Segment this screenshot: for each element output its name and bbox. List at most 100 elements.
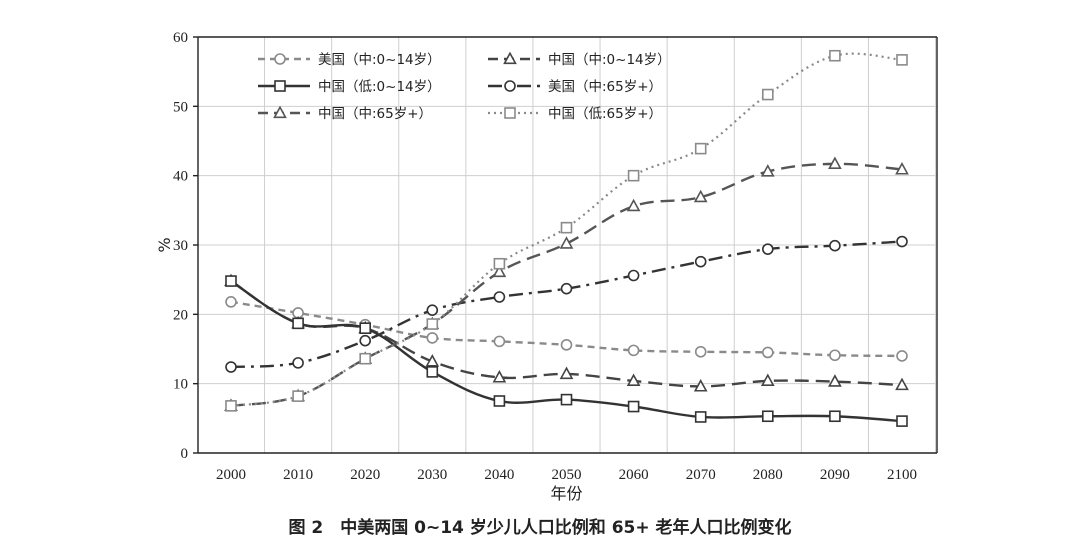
series-point bbox=[761, 346, 774, 359]
series-point bbox=[896, 54, 908, 66]
y-tick-label: 30 bbox=[173, 238, 188, 254]
legend-label: 中国（低:65岁+） bbox=[548, 106, 662, 122]
series-point bbox=[896, 415, 908, 427]
legend-item: 中国（中:0~14岁） bbox=[488, 51, 671, 68]
series-6 bbox=[225, 49, 908, 412]
series-point bbox=[560, 282, 573, 295]
x-tick-label: 2060 bbox=[619, 467, 649, 483]
series-layer bbox=[224, 49, 909, 427]
legend-marker bbox=[504, 107, 516, 119]
series-point bbox=[694, 142, 707, 155]
series-point bbox=[761, 410, 774, 423]
series-point bbox=[828, 374, 842, 387]
series-point bbox=[627, 344, 640, 357]
series-point bbox=[760, 164, 775, 177]
x-tick-label: 2070 bbox=[686, 467, 716, 483]
series-point bbox=[493, 395, 506, 407]
series-point bbox=[225, 361, 237, 373]
series-point bbox=[426, 366, 439, 378]
series-point bbox=[225, 400, 237, 412]
series-point bbox=[895, 377, 909, 391]
series-point bbox=[895, 162, 909, 175]
series-point bbox=[559, 236, 574, 249]
legend-item: 美国（中:65岁+） bbox=[488, 79, 662, 95]
series-point bbox=[627, 400, 640, 413]
x-tick-label: 2090 bbox=[820, 467, 850, 483]
x-tick-label: 2050 bbox=[552, 467, 582, 483]
series-point bbox=[359, 352, 372, 365]
series-1 bbox=[225, 296, 908, 362]
series-point bbox=[359, 322, 372, 335]
y-axis-title: % bbox=[155, 237, 174, 252]
series-point bbox=[493, 291, 506, 303]
legend-marker bbox=[503, 51, 517, 65]
series-point bbox=[426, 332, 439, 344]
x-tick-label: 2000 bbox=[216, 467, 246, 483]
legend-label: 中国（低:0~14岁） bbox=[318, 79, 441, 95]
series-point bbox=[626, 198, 641, 212]
series-point bbox=[693, 379, 708, 392]
y-tick-label: 60 bbox=[173, 30, 188, 46]
legend-item: 中国（中:65岁+） bbox=[258, 105, 432, 122]
series-point bbox=[492, 264, 507, 278]
series-point bbox=[694, 345, 707, 358]
legend-marker bbox=[274, 80, 286, 92]
series-point bbox=[559, 366, 574, 380]
x-tick-label: 2020 bbox=[350, 467, 380, 483]
series-point bbox=[760, 373, 775, 387]
series-point bbox=[292, 357, 304, 369]
series-point bbox=[761, 243, 774, 255]
legend-marker bbox=[504, 80, 516, 92]
y-tick-label: 50 bbox=[173, 99, 188, 115]
legend-label: 中国（中:0~14岁） bbox=[548, 52, 671, 68]
y-tick-label: 0 bbox=[181, 446, 189, 462]
series-point bbox=[493, 257, 506, 270]
x-tick-label: 2010 bbox=[283, 467, 313, 483]
x-tick-label: 2100 bbox=[887, 467, 917, 483]
series-point bbox=[627, 169, 640, 182]
series-point bbox=[694, 411, 707, 423]
series-point bbox=[560, 221, 573, 234]
legend-marker bbox=[273, 105, 287, 119]
series-point bbox=[426, 318, 439, 330]
x-tick-label: 2040 bbox=[484, 467, 514, 483]
y-tick-label: 10 bbox=[173, 377, 188, 393]
series-point bbox=[896, 350, 908, 362]
series-point bbox=[492, 370, 507, 383]
series-point bbox=[560, 339, 573, 351]
series-point bbox=[292, 317, 304, 330]
series-point bbox=[829, 239, 841, 252]
series-3 bbox=[225, 275, 908, 427]
series-point bbox=[627, 269, 640, 282]
series-point bbox=[225, 296, 237, 308]
y-tick-label: 40 bbox=[173, 169, 188, 185]
series-4 bbox=[225, 235, 908, 373]
legend-label: 美国（中:0~14岁） bbox=[318, 52, 441, 68]
series-point bbox=[829, 410, 841, 423]
legend-item: 美国（中:0~14岁） bbox=[258, 52, 441, 68]
y-tick-label: 20 bbox=[173, 307, 188, 323]
legend-item: 中国（低:0~14岁） bbox=[258, 79, 441, 95]
legend-label: 美国（中:65岁+） bbox=[548, 79, 662, 95]
x-tick-label: 2080 bbox=[753, 467, 783, 483]
series-point bbox=[896, 235, 908, 248]
legend-label: 中国（中:65岁+） bbox=[318, 106, 432, 122]
series-point bbox=[694, 255, 707, 268]
series-line bbox=[230, 240, 903, 369]
x-axis-title: 年份 bbox=[550, 484, 582, 503]
series-point bbox=[225, 275, 237, 287]
series-point bbox=[761, 88, 774, 101]
series-point bbox=[626, 373, 641, 387]
series-point bbox=[425, 354, 440, 367]
series-point bbox=[829, 49, 841, 62]
series-point bbox=[493, 335, 506, 348]
figure-caption: 图 2 中美两国 0~14 岁少儿人口比例和 65+ 老年人口比例变化 bbox=[288, 517, 791, 538]
series-point bbox=[560, 393, 573, 406]
legend-item: 中国（低:65岁+） bbox=[488, 106, 662, 122]
legend-marker bbox=[274, 53, 286, 65]
series-point bbox=[828, 156, 842, 169]
legend: 美国（中:0~14岁） 中国（中:0~14岁） 中国（低:0~14岁） 美国（中:65… bbox=[258, 51, 671, 122]
x-tick-label: 2030 bbox=[417, 467, 447, 483]
